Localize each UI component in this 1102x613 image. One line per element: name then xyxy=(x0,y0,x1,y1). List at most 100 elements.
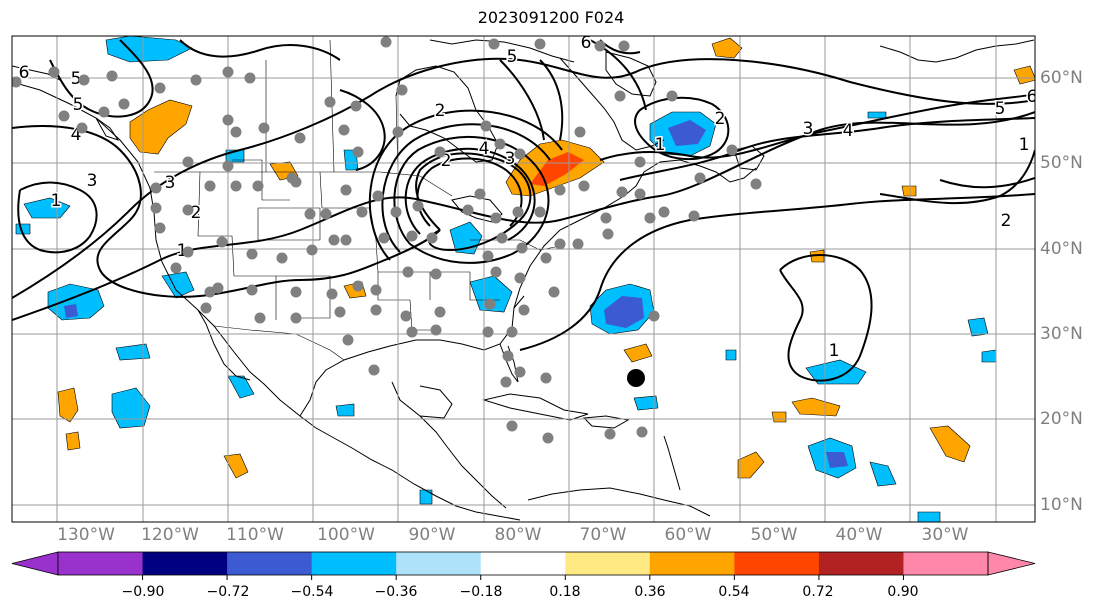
station-dot xyxy=(516,242,528,254)
caribbean-islands xyxy=(663,435,681,491)
colorbar-extend-min xyxy=(11,551,59,576)
hudson-bay-coast xyxy=(395,65,499,163)
contour-line xyxy=(179,39,341,61)
lon-label: 50°W xyxy=(750,525,798,545)
station-dot xyxy=(600,212,612,224)
station-dot xyxy=(200,302,212,314)
pos-anomaly-blob xyxy=(901,185,917,197)
neg-anomaly-core xyxy=(826,452,848,468)
station-dot xyxy=(106,70,118,82)
neg-anomaly-core xyxy=(64,304,78,318)
station-dot xyxy=(554,238,566,250)
state-line xyxy=(257,207,321,241)
neg-anomaly-blob xyxy=(981,349,997,363)
contour-label: 3 xyxy=(505,149,516,169)
contour-label: 1 xyxy=(51,191,62,211)
mexico-border xyxy=(213,325,345,361)
contour-line xyxy=(368,109,563,261)
pos-anomaly-blob xyxy=(1013,65,1035,85)
contour-line xyxy=(12,111,1035,321)
neg-anomaly-blob xyxy=(725,349,737,361)
station-dot xyxy=(514,148,526,160)
station-dot xyxy=(482,250,494,262)
neg-anomaly-blob xyxy=(419,489,433,505)
station-dot xyxy=(694,172,706,184)
contour-label: 4 xyxy=(843,121,854,141)
station-dot xyxy=(190,74,202,86)
station-dot xyxy=(430,324,442,336)
station-dot xyxy=(518,304,530,316)
station-dot xyxy=(12,76,22,88)
colorbar-tick-label: −0.54 xyxy=(290,584,334,600)
colorbar-swatch xyxy=(480,552,566,575)
contour-line xyxy=(416,157,523,227)
station-dot xyxy=(290,176,302,188)
contour-label: 3 xyxy=(803,119,814,139)
station-dot xyxy=(554,184,566,196)
colorbar-swatch xyxy=(649,552,735,575)
pos-anomaly-blob xyxy=(223,453,249,479)
baja-california xyxy=(197,309,251,381)
colorbar-tick-label: 0.18 xyxy=(549,584,581,600)
neg-anomaly-blob xyxy=(161,271,195,299)
contour-line xyxy=(779,254,873,382)
contour-label: 6 xyxy=(581,33,592,53)
colorbar-swatch xyxy=(565,552,651,575)
neg-anomaly-blob xyxy=(227,375,255,399)
lon-label: 90°W xyxy=(408,525,456,545)
station-dot xyxy=(392,126,404,138)
lon-label: 40°W xyxy=(835,525,883,545)
station-dot xyxy=(378,232,390,244)
station-dot xyxy=(658,206,670,218)
hispaniola xyxy=(582,415,630,429)
baffin-island xyxy=(605,51,657,97)
station-dot xyxy=(48,66,60,78)
station-dot xyxy=(294,132,306,144)
neg-anomaly-blob xyxy=(633,395,659,411)
contour-line xyxy=(339,89,386,171)
station-dot xyxy=(406,230,418,242)
greenland-coast xyxy=(879,39,1035,63)
station-dot xyxy=(514,272,526,284)
contour-line xyxy=(17,181,98,254)
lon-label: 70°W xyxy=(579,525,627,545)
station-dot xyxy=(370,304,382,316)
lat-label: 50°N xyxy=(1040,153,1083,173)
colorbar-tick-label: 0.90 xyxy=(887,584,919,600)
station-dot xyxy=(480,120,492,132)
cuba xyxy=(482,393,589,421)
anomaly-shading xyxy=(15,36,1035,522)
neg-anomaly-blob xyxy=(967,317,989,337)
colorbar-tick-label: −0.90 xyxy=(121,584,165,600)
station-dot xyxy=(118,98,130,110)
vancouver-island xyxy=(95,117,120,141)
map-frame xyxy=(11,35,1036,523)
station-dot xyxy=(334,306,346,318)
station-dot xyxy=(574,126,586,138)
station-dot xyxy=(328,234,340,246)
station-dot xyxy=(616,186,628,198)
state-line xyxy=(470,239,561,251)
station-dot xyxy=(482,326,494,338)
contour-line xyxy=(599,93,1035,161)
station-dot xyxy=(340,184,352,196)
station-dot xyxy=(500,376,512,388)
station-dot xyxy=(434,146,446,158)
neg-anomaly-blob xyxy=(105,36,193,63)
station-dot xyxy=(390,206,402,218)
station-dot xyxy=(380,36,392,48)
contour-label: 5 xyxy=(995,99,1006,119)
station-dot xyxy=(726,144,738,156)
contour-label: 5 xyxy=(507,47,518,67)
station-dot xyxy=(370,284,382,296)
contour-label: 5 xyxy=(71,69,82,89)
station-dot xyxy=(326,288,338,300)
station-dot xyxy=(222,66,234,78)
station-dot xyxy=(434,306,446,318)
neg-anomaly-blob xyxy=(867,111,887,119)
contour-label: 2 xyxy=(435,101,446,121)
state-line xyxy=(377,272,440,331)
station-dot xyxy=(276,252,288,264)
lon-label: 30°W xyxy=(921,525,969,545)
station-dot xyxy=(306,244,318,256)
